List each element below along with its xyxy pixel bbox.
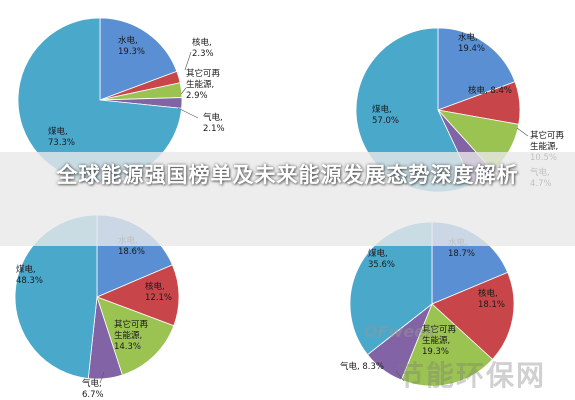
pie-chart-1: 水电, 19.3% 核电, 2.3% 其它可再生能源, 2.9% 气电, 2.1% 煤电, 73.… <box>17 17 225 183</box>
slice-label-1-1: 水电, 19.3% <box>118 35 145 57</box>
leader-line-4-4 <box>395 370 405 382</box>
slice-label-2-2: 核电, 8.4% <box>468 85 512 96</box>
slice-label-1-5: 煤电, 73.3% <box>48 126 75 148</box>
slice-label-4-2: 核电, 18.1% <box>478 288 505 310</box>
leader-line-1-2 <box>184 51 192 71</box>
pie-chart-3: 水电,18.6%核电,12.1%其它可再生能源,14.3%气电,6.7%煤电,4… <box>14 214 180 400</box>
leader-line-1-4 <box>177 107 199 119</box>
slice-label-4-5: 煤电, 35.6% <box>368 248 395 270</box>
slice-label-3-5: 煤电, 48.3% <box>16 264 43 286</box>
slice-label-2-5: 煤电, 57.0% <box>372 104 399 126</box>
slice-label-4-3: 其它可再生能源, 19.3% <box>422 324 457 357</box>
slice-label-3-3: 其它可再生能源, 14.3% <box>114 319 149 352</box>
leader-line-3-4 <box>99 371 105 384</box>
page-title: 全球能源强国榜单及未来能源发展态势深度解析 <box>56 163 519 187</box>
pie-slice-3-2 <box>95 264 180 327</box>
title-overlay-band <box>0 152 575 246</box>
slice-label-3-2: 核电, 12.1% <box>145 281 172 303</box>
slice-label-1-4: 气电, 2.1% <box>203 112 225 134</box>
leader-line-2-3 <box>516 127 529 137</box>
slice-label-1-3: 其它可再生能源, 2.9% <box>186 68 221 101</box>
pie-chart-4: 水电,18.7%核电,18.1%其它可再生能源,19.3%气电, 8.3%煤电,… <box>340 221 515 387</box>
slice-label-1-2: 核电, 2.3% <box>192 37 214 59</box>
slice-label-2-1: 水电, 19.4% <box>458 32 485 54</box>
pie-slice-2-1 <box>437 27 516 111</box>
pie-slice-1-1 <box>99 17 178 101</box>
pie-slice-4-2 <box>431 271 515 360</box>
leader-line-1-3 <box>180 87 187 95</box>
slice-label-3-4: 气电, 6.7% <box>82 378 104 400</box>
slice-label-4-4: 气电, 8.3% <box>340 361 384 372</box>
